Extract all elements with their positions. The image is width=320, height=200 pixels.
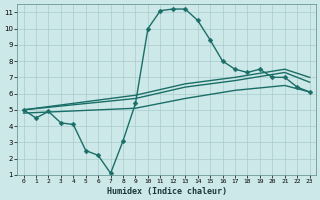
- X-axis label: Humidex (Indice chaleur): Humidex (Indice chaleur): [107, 187, 227, 196]
